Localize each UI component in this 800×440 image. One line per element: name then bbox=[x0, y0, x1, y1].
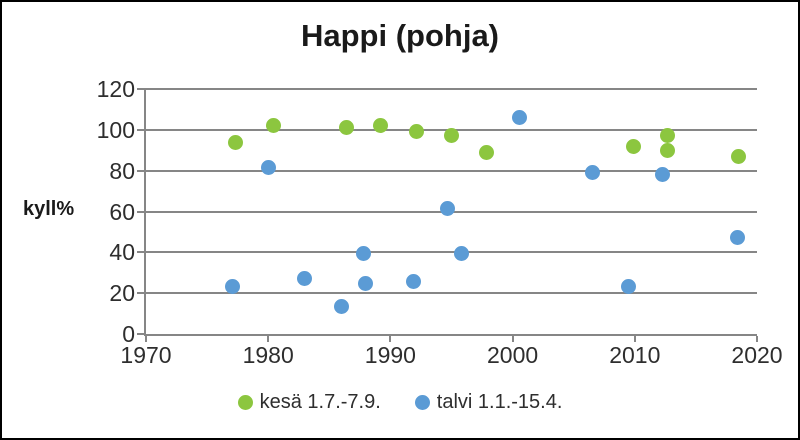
data-point-talvi bbox=[584, 165, 600, 181]
y-tick-mark-100 bbox=[137, 128, 146, 131]
data-point-talvi bbox=[356, 245, 372, 261]
x-tick-label-1990: 1990 bbox=[364, 342, 416, 368]
y-tick-label-120: 120 bbox=[96, 76, 135, 102]
y-tick-label-100: 100 bbox=[96, 116, 135, 143]
data-point-talvi bbox=[406, 274, 422, 290]
legend: kesä 1.7.-7.9. talvi 1.1.-15.4. bbox=[2, 392, 798, 412]
data-point-kesa bbox=[265, 118, 281, 134]
data-point-talvi bbox=[453, 245, 469, 261]
gridline-y-20 bbox=[146, 292, 757, 295]
y-tick-mark-60 bbox=[137, 210, 146, 213]
x-tick-mark-1970 bbox=[145, 336, 147, 342]
plot-area: 0 20 40 60 80 100 120 1970 1980 1990 2000 2010 2020 bbox=[97, 78, 783, 367]
data-point-kesa bbox=[660, 128, 676, 144]
y-tick-label-40: 40 bbox=[109, 239, 135, 266]
y-tick-label-60: 60 bbox=[109, 198, 135, 225]
x-tick-label-2010: 2010 bbox=[609, 342, 661, 368]
gridline-y-120 bbox=[146, 88, 757, 90]
data-point-talvi bbox=[334, 298, 350, 314]
data-point-kesa bbox=[479, 144, 495, 160]
data-point-kesa bbox=[227, 134, 243, 150]
y-tick-mark-40 bbox=[137, 251, 146, 254]
x-tick-mark-2010 bbox=[633, 336, 636, 342]
data-point-kesa bbox=[408, 124, 424, 140]
y-tick-mark-120 bbox=[137, 88, 146, 90]
data-point-talvi bbox=[655, 167, 671, 183]
data-point-kesa bbox=[626, 138, 642, 154]
y-tick-mark-20 bbox=[137, 292, 146, 295]
data-point-kesa bbox=[660, 142, 676, 158]
data-point-talvi bbox=[440, 200, 456, 216]
legend-item-talvi: talvi 1.1.-15.4. bbox=[414, 391, 563, 413]
data-point-talvi bbox=[729, 229, 745, 245]
talvi-series-marker-icon bbox=[414, 394, 430, 410]
x-tick-label-1970: 1970 bbox=[120, 342, 172, 368]
x-tick-label-2020: 2020 bbox=[731, 342, 783, 368]
x-tick-label-1980: 1980 bbox=[242, 342, 294, 368]
legend-label-kesa: kesä 1.7.-7.9. bbox=[259, 391, 381, 413]
y-tick-mark-0 bbox=[137, 333, 146, 335]
legend-item-kesa: kesä 1.7.-7.9. bbox=[237, 391, 381, 413]
y-tick-label-0: 0 bbox=[122, 321, 135, 347]
data-point-talvi bbox=[225, 278, 241, 294]
kesa-series-marker-icon bbox=[237, 394, 253, 410]
data-point-kesa bbox=[731, 148, 747, 164]
x-tick-mark-2000 bbox=[511, 336, 514, 342]
x-tick-label-2000: 2000 bbox=[487, 342, 539, 368]
data-point-kesa bbox=[444, 128, 459, 144]
y-axis-title: kyll% bbox=[23, 198, 75, 220]
data-point-kesa bbox=[373, 118, 389, 134]
chart-title: Happi (pohja) bbox=[300, 18, 500, 53]
x-tick-mark-1980 bbox=[267, 336, 270, 342]
y-tick-label-20: 20 bbox=[109, 280, 135, 307]
gridline-y-80 bbox=[146, 169, 757, 172]
data-point-talvi bbox=[260, 160, 276, 176]
y-tick-label-80: 80 bbox=[109, 157, 135, 184]
data-point-talvi bbox=[297, 271, 313, 287]
data-point-talvi bbox=[512, 110, 528, 126]
data-point-talvi bbox=[358, 276, 374, 292]
gridline-y-40 bbox=[146, 251, 757, 254]
x-tick-mark-1990 bbox=[389, 336, 392, 342]
data-point-kesa bbox=[338, 120, 354, 136]
y-tick-mark-80 bbox=[137, 169, 146, 172]
data-point-talvi bbox=[621, 278, 637, 294]
x-tick-mark-2020 bbox=[756, 336, 758, 342]
legend-label-talvi: talvi 1.1.-15.4. bbox=[436, 391, 563, 413]
